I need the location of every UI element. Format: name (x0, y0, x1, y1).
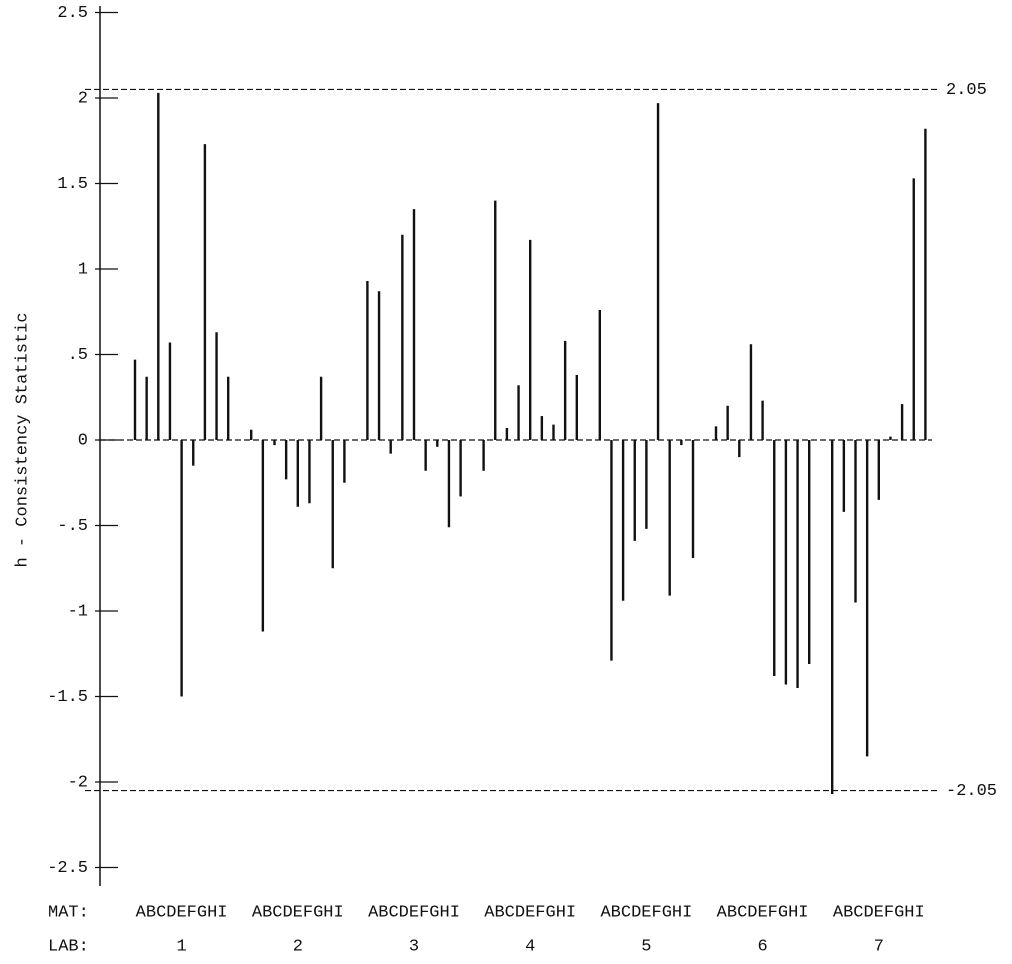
y-tick-label: 1.5 (57, 175, 88, 194)
y-tick-label: -2.5 (47, 859, 88, 878)
y-tick-label: .5 (68, 346, 88, 365)
y-tick-label: 2 (78, 89, 88, 108)
material-labels: ABCDEFGHI (833, 903, 925, 922)
material-labels: ABCDEFGHI (136, 903, 228, 922)
lab-number: 1 (176, 937, 186, 956)
lab-number: 3 (409, 937, 419, 956)
y-tick-label: -1 (68, 602, 88, 621)
lab-number: 6 (757, 937, 767, 956)
y-tick-label: 1 (78, 260, 88, 279)
y-tick-label: -.5 (57, 517, 88, 536)
y-tick-label: -2 (68, 773, 88, 792)
lab-number: 2 (293, 937, 303, 956)
material-labels: ABCDEFGHI (252, 903, 344, 922)
lab-number: 4 (525, 937, 535, 956)
material-labels: ABCDEFGHI (368, 903, 460, 922)
lab-number: 5 (641, 937, 651, 956)
lab-label: LAB: (48, 937, 89, 956)
reference-label: -2.05 (946, 782, 997, 801)
material-labels: ABCDEFGHI (717, 903, 809, 922)
lab-number: 7 (874, 937, 884, 956)
material-labels: ABCDEFGHI (600, 903, 692, 922)
mat-label: MAT: (48, 903, 89, 922)
material-labels: ABCDEFGHI (484, 903, 576, 922)
y-tick-label: 2.5 (57, 4, 88, 23)
reference-label: 2.05 (946, 81, 987, 100)
y-tick-label: 0 (78, 431, 88, 450)
y-tick-label: -1.5 (47, 688, 88, 707)
y-axis-label: h - Consistency Statistic (13, 312, 32, 567)
